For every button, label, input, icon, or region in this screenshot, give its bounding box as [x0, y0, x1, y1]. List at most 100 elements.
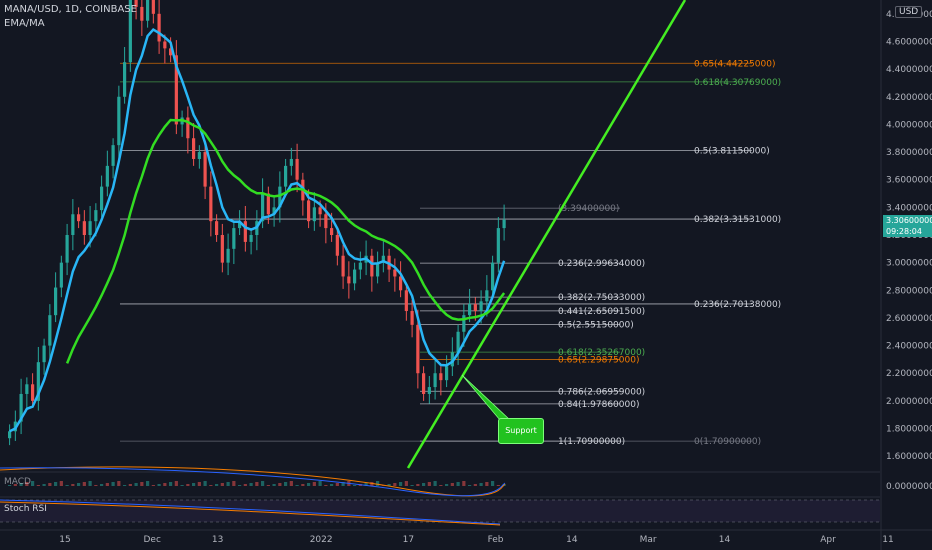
macd-histogram-bar: [445, 484, 449, 486]
macd-line: [0, 467, 506, 497]
candle-body: [456, 331, 460, 353]
candle-body: [209, 186, 213, 222]
candle-body: [410, 311, 414, 325]
macd-histogram-bar: [71, 484, 75, 486]
fib-label-left: 0.5(3.81150000): [694, 146, 770, 156]
currency-button[interactable]: USD: [895, 6, 923, 18]
macd-histogram-bar: [307, 483, 311, 486]
candle-body: [77, 214, 81, 222]
macd-histogram-bar: [13, 484, 17, 486]
macd-histogram-bar: [128, 484, 132, 486]
macd-histogram-bar: [496, 485, 500, 486]
candle-body: [232, 228, 236, 249]
fib-label-right: 0.5(2.55150000): [558, 321, 634, 331]
macd-histogram-bar: [439, 485, 443, 486]
candle-body: [307, 200, 311, 222]
macd-histogram-bar: [335, 483, 339, 486]
y-tick-label: 1.80000000: [886, 425, 932, 435]
macd-histogram-bar: [341, 482, 345, 486]
macd-histogram-bar: [450, 483, 454, 486]
candle-body: [54, 287, 58, 316]
candle-body: [341, 255, 345, 277]
candle-body: [220, 235, 224, 263]
y-tick-label: 3.00000000: [886, 259, 932, 269]
candle-body: [238, 221, 242, 229]
candle-body: [261, 193, 265, 222]
macd-histogram-bar: [399, 482, 403, 486]
candle-body: [111, 145, 115, 166]
macd-histogram-bar: [88, 481, 92, 486]
candle-body: [473, 304, 477, 312]
candle-body: [25, 384, 29, 394]
macd-histogram-bar: [387, 484, 391, 486]
candle-body: [169, 48, 173, 56]
stoch-band: [0, 500, 880, 522]
macd-histogram-bar: [36, 485, 40, 486]
candle-body: [353, 269, 357, 284]
candle-body: [31, 384, 35, 401]
x-tick-label: 14: [566, 535, 578, 545]
stoch-k-line: [0, 499, 501, 525]
fib-label-right: 0.441(2.65091500): [558, 307, 645, 317]
macd-histogram-bar: [462, 481, 466, 486]
candle-body: [128, 0, 132, 63]
candle-body: [8, 431, 12, 439]
macd-histogram-bar: [330, 484, 334, 486]
y-tick-label: 2.00000000: [886, 397, 932, 407]
macd-histogram-bar: [203, 481, 207, 486]
candle-body: [502, 219, 506, 229]
candle-body: [146, 0, 150, 21]
y-tick-label: 3.80000000: [886, 148, 932, 158]
macd-histogram-bar: [48, 483, 52, 486]
ma-line: [65, 118, 506, 364]
candle-body: [347, 276, 351, 284]
macd-histogram-bar: [376, 481, 380, 486]
y-tick-label: 2.20000000: [886, 369, 932, 379]
macd-histogram-bar: [468, 485, 472, 486]
y-tick-label: 4.40000000: [886, 65, 932, 75]
candle-body: [272, 207, 276, 215]
macd-histogram-bar: [180, 485, 184, 486]
y-tick-label: 4.00000000: [886, 120, 932, 130]
candle-body: [450, 352, 454, 367]
macd-histogram-bar: [163, 483, 167, 486]
macd-histogram-bar: [117, 481, 121, 486]
macd-histogram-bar: [353, 485, 357, 486]
candle-body: [105, 165, 109, 187]
y-tick-label: 2.40000000: [886, 342, 932, 352]
candle-body: [462, 315, 466, 332]
candle-body: [416, 324, 420, 374]
bar-countdown: 09:28:04: [886, 227, 922, 236]
symbol-title: MANA/USD, 1D, COINBASE: [4, 4, 137, 15]
candle-body: [370, 255, 374, 277]
macd-histogram-bar: [197, 482, 201, 486]
candle-body: [335, 235, 339, 256]
candle-body: [82, 221, 86, 235]
macd-histogram-bar: [232, 481, 236, 486]
x-tick-label: 13: [212, 535, 223, 545]
indicator-label: EMA/MA: [4, 18, 45, 29]
candle-body: [197, 152, 201, 159]
candle-body: [215, 221, 219, 235]
x-tick-label: 2022: [310, 535, 333, 545]
macd-histogram-bar: [416, 484, 420, 486]
macd-histogram-bar: [433, 481, 437, 486]
fib-label-right: 0.65(2.29875000): [558, 356, 639, 366]
candle-body: [140, 6, 144, 21]
macd-histogram-bar: [157, 484, 161, 486]
x-tick-label: Dec: [143, 535, 160, 545]
candle-body: [36, 362, 40, 401]
macd-histogram-bar: [105, 483, 109, 486]
candle-body: [324, 214, 328, 229]
candle-body: [249, 235, 253, 242]
candle-body: [117, 96, 121, 146]
candle-body: [289, 158, 293, 166]
candle-body: [358, 262, 362, 270]
fib-label-right: 0.236(2.99634000): [558, 259, 645, 269]
macd-histogram-bar: [243, 484, 247, 486]
macd-histogram-bar: [146, 481, 150, 486]
